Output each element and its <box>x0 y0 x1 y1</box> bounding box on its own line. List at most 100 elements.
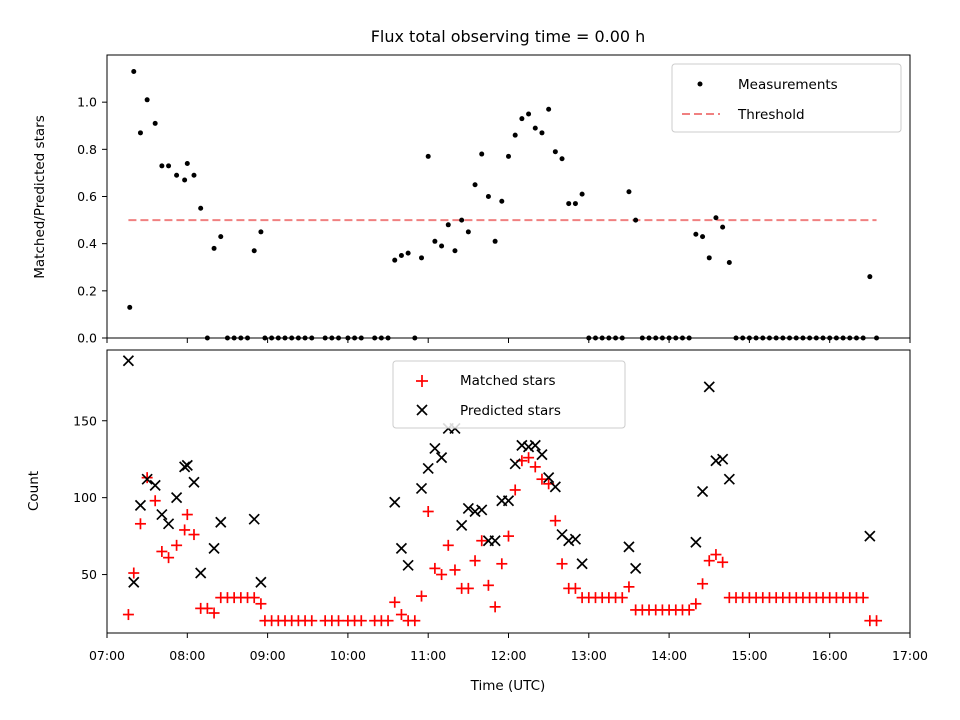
matched-star-point <box>462 582 474 594</box>
matched-star-point <box>382 615 394 627</box>
matched-star-point <box>871 615 883 627</box>
matched-star-point <box>556 558 568 570</box>
predicted-star-point <box>543 472 555 484</box>
measurement-point <box>726 260 732 266</box>
matched-star-point <box>616 592 628 604</box>
matched-star-point <box>449 564 461 576</box>
measurement-point <box>546 106 552 112</box>
matched-star-point <box>122 609 134 621</box>
legend-threshold-label: Threshold <box>737 107 805 123</box>
predicted-star-point <box>710 455 722 467</box>
top-y-tick-label: 0.8 <box>77 142 97 157</box>
predicted-star-point <box>389 496 401 508</box>
bottom-x-tick-label: 07:00 <box>89 648 125 663</box>
top-panel: Flux total observing time = 0.00 h Match… <box>32 27 911 346</box>
predicted-star-point <box>435 452 448 464</box>
matched-star-point <box>141 472 153 484</box>
matched-star-point <box>690 598 702 610</box>
measurement-point <box>485 194 491 199</box>
predicted-star-point <box>422 462 434 475</box>
predicted-star-point <box>509 458 521 470</box>
measurement-point <box>713 215 719 221</box>
bottom-y-tick-label: 150 <box>73 413 97 428</box>
matched-star-point <box>181 509 193 521</box>
predicted-star-point <box>536 448 548 461</box>
matched-star-point <box>156 545 168 557</box>
predicted-star-point <box>516 439 528 451</box>
legend-predicted-label: Predicted stars <box>460 403 561 419</box>
matched-star-point <box>134 518 146 530</box>
predicted-star-point <box>690 536 702 548</box>
matched-star-point <box>489 601 501 613</box>
matched-star-point <box>442 539 454 551</box>
measurement-point <box>532 125 538 131</box>
measurement-point <box>867 274 873 280</box>
bottom-x-tick-label: 13:00 <box>571 648 607 663</box>
measurement-point <box>198 205 204 211</box>
measurement-point <box>166 163 172 169</box>
measurement-point <box>251 248 257 254</box>
measurement-point <box>472 182 478 188</box>
legend-matched-label: Matched stars <box>460 373 556 389</box>
measurement-point <box>419 255 425 261</box>
measurement-point <box>459 217 465 223</box>
measurement-point <box>184 160 190 166</box>
measurement-point <box>174 172 180 178</box>
measurement-point <box>211 245 217 251</box>
matched-star-point <box>389 596 401 608</box>
matched-star-point <box>529 461 541 473</box>
matched-star-point <box>436 569 448 581</box>
measurement-point <box>700 234 706 240</box>
matched-star-point <box>569 582 581 594</box>
matched-star-point <box>163 552 175 564</box>
bottom-x-tick-label: 12:00 <box>490 648 526 663</box>
top-y-tick-label: 0.2 <box>77 283 97 298</box>
legend-predicted-marker <box>416 404 428 416</box>
matched-star-point <box>717 556 729 568</box>
bottom-x-tick-label: 15:00 <box>731 648 767 663</box>
measurement-point <box>512 132 518 138</box>
matched-star-point <box>409 615 421 627</box>
measurement-point <box>131 69 137 75</box>
measurement-point <box>439 243 445 249</box>
predicted-star-point <box>456 519 468 531</box>
measurement-point <box>519 116 525 122</box>
measurement-point <box>506 153 511 159</box>
measurement-point <box>479 151 485 157</box>
matched-star-point <box>697 578 709 590</box>
predicted-star-point <box>569 533 582 545</box>
matched-star-point <box>683 604 695 616</box>
predicted-star-point <box>215 516 227 528</box>
top-y-axis-label: Matched/Predicted stars <box>32 115 48 278</box>
predicted-star-point <box>469 505 481 518</box>
bottom-x-tick-label: 17:00 <box>892 648 928 663</box>
predicted-star-point <box>529 439 541 451</box>
predicted-star-point <box>476 504 488 516</box>
predicted-star-point <box>623 541 635 553</box>
matched-star-point <box>149 495 161 507</box>
legend-measurements-marker <box>697 81 703 87</box>
legend-matched-marker <box>416 375 428 387</box>
matched-star-point <box>306 615 318 627</box>
top-y-tick-label: 0.6 <box>77 189 97 204</box>
measurement-point <box>706 255 712 261</box>
predicted-star-point <box>429 442 441 455</box>
measurement-point <box>579 191 585 197</box>
matched-star-point <box>536 473 548 485</box>
predicted-star-point <box>864 530 876 542</box>
top-legend: Measurements Threshold <box>671 63 902 133</box>
bottom-x-tick-label: 11:00 <box>410 648 446 663</box>
top-plot-marks <box>127 69 880 341</box>
bottom-axes: 50 100 150 07:00 08:00 09:00 10:00 11:00 12:00 13… <box>73 413 928 663</box>
predicted-star-point <box>576 558 588 570</box>
matched-star-point <box>355 615 367 627</box>
matched-star-point <box>416 590 428 602</box>
legend-measurements-label: Measurements <box>738 77 838 93</box>
predicted-star-point <box>122 355 135 367</box>
measurement-point <box>137 130 143 136</box>
measurement-point <box>633 217 639 223</box>
matched-star-point <box>549 515 561 527</box>
measurement-point <box>552 149 558 155</box>
bottom-y-tick-label: 100 <box>73 490 97 505</box>
matched-star-point <box>208 607 220 619</box>
